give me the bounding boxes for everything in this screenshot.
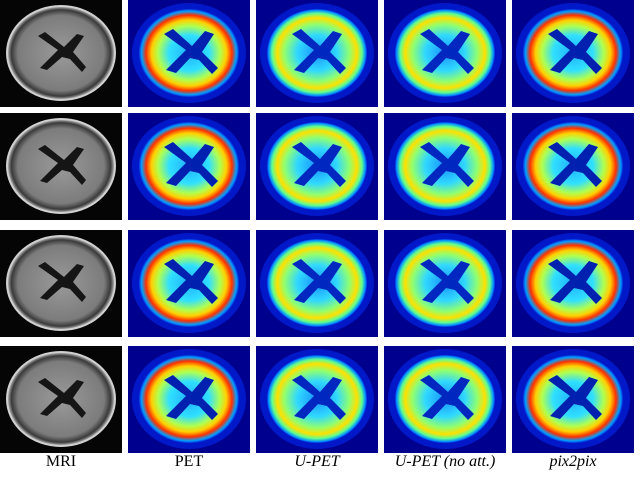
pet-slice xyxy=(128,113,250,220)
pet-slice xyxy=(384,346,506,453)
pet-slice xyxy=(384,113,506,220)
pet-slice xyxy=(128,230,250,337)
pet-slice xyxy=(512,346,634,453)
mri-slice xyxy=(0,113,122,220)
pet-slice xyxy=(512,0,634,107)
column-label: PET xyxy=(175,453,204,470)
pet-slice xyxy=(256,230,378,337)
pet-slice xyxy=(384,230,506,337)
column-label: pix2pix xyxy=(548,453,596,470)
pet-slice xyxy=(128,346,250,453)
column-label: U-PET xyxy=(294,453,340,470)
pet-slice xyxy=(256,113,378,220)
pet-slice xyxy=(512,230,634,337)
column-label: MRI xyxy=(46,453,76,470)
pet-slice xyxy=(256,0,378,107)
mri-slice xyxy=(0,346,122,453)
image-grid xyxy=(0,0,634,453)
mri-slice xyxy=(0,0,122,107)
pet-slice xyxy=(384,0,506,107)
mri-slice xyxy=(0,230,122,337)
column-label: U-PET (no att.) xyxy=(395,453,496,470)
pet-slice xyxy=(256,346,378,453)
pet-slice xyxy=(512,113,634,220)
pet-slice xyxy=(128,0,250,107)
